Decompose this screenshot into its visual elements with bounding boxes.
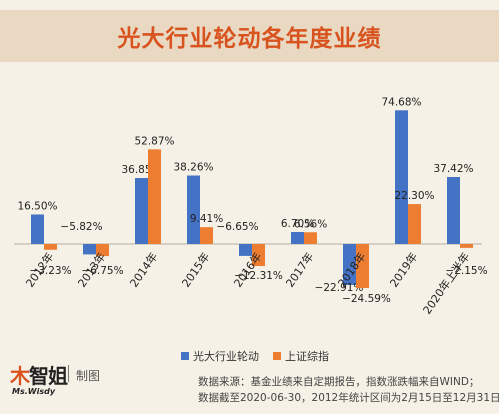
index-value-label-1: −6.75% <box>81 265 123 277</box>
category-label-8: 2020年上半年 <box>420 250 473 317</box>
index-bar-4 <box>252 244 265 267</box>
maker-label: 制图 <box>76 369 101 383</box>
legend-label-fund: 光大行业轮动 <box>193 350 259 363</box>
index-value-label-6: −24.59% <box>342 293 391 305</box>
source-note: 数据来源：基金业绩来自定期报告，指数涨跌幅来自WIND； <box>198 376 480 388</box>
title-banner: 光大行业轮动各年度业绩 <box>0 10 499 62</box>
index-value-label-8: −2.15% <box>445 265 487 277</box>
logo-divider <box>68 365 69 382</box>
category-label-5: 2017年 <box>283 250 317 290</box>
index-value-label-4: −12.31% <box>234 270 283 282</box>
chart-title: 光大行业轮动各年度业绩 <box>117 26 382 52</box>
chart-legend: 光大行业轮动 上证综指 <box>181 348 329 364</box>
fund-value-label-4: −6.65% <box>216 221 258 233</box>
index-value-label-0: −3.23% <box>29 265 71 277</box>
index-value-label-7: 22.30% <box>394 190 434 202</box>
fund-bar-5 <box>291 232 304 244</box>
category-label-7: 2019年 <box>387 250 421 290</box>
fund-value-label-3: 38.26% <box>173 162 213 174</box>
index-value-label-5: 6.56% <box>294 218 327 230</box>
fund-value-label-1: −5.82% <box>60 221 102 233</box>
fund-value-label-6: −22.91% <box>315 282 364 294</box>
fund-bar-3 <box>187 175 200 244</box>
category-label-2: 2014年 <box>127 250 161 290</box>
legend-item-index: 上证综指 <box>273 348 329 364</box>
fund-bar-8 <box>447 177 460 244</box>
fund-bar-4 <box>239 244 252 256</box>
index-value-label-3: 9.41% <box>190 213 223 225</box>
logo-text: 智姐 <box>29 364 68 388</box>
index-value-label-2: 52.87% <box>134 135 174 147</box>
fund-bar-7 <box>395 110 408 244</box>
fund-value-label-0: 16.50% <box>17 200 57 212</box>
fund-value-label-5: 6.70% <box>281 218 314 230</box>
legend-swatch-blue <box>181 352 189 360</box>
fund-value-label-8: 37.42% <box>433 163 473 175</box>
fund-bar-2 <box>135 178 148 244</box>
category-label-3: 2015年 <box>179 250 213 290</box>
logo-en-text: Ms.Wisdy <box>12 387 56 396</box>
index-bar-1 <box>96 244 109 257</box>
fund-value-label-7: 74.68% <box>381 96 421 108</box>
legend-swatch-orange <box>273 352 281 360</box>
index-bar-5 <box>304 232 317 244</box>
legend-item-fund: 光大行业轮动 <box>181 348 259 364</box>
index-bar-8 <box>460 244 473 248</box>
index-bar-2 <box>148 149 161 244</box>
index-bar-0 <box>44 244 57 250</box>
brand-logo: 木智姐 Ms.Wisdy <box>10 360 72 400</box>
legend-label-index: 上证综指 <box>285 350 329 363</box>
logo-mark: 木 <box>10 364 30 388</box>
index-bar-3 <box>200 227 213 244</box>
footer: 木智姐 Ms.Wisdy 制图 光大行业轮动 上证综指 数据来源：基金业绩来自定… <box>0 344 499 414</box>
period-note: 数据截至2020-06-30，2012年统计区间为2月15日至12月31日 <box>198 392 499 404</box>
fund-bar-1 <box>83 244 96 255</box>
fund-bar-6 <box>343 244 356 286</box>
index-bar-7 <box>408 204 421 244</box>
index-bar-6 <box>356 244 369 289</box>
fund-bar-0 <box>31 214 44 244</box>
